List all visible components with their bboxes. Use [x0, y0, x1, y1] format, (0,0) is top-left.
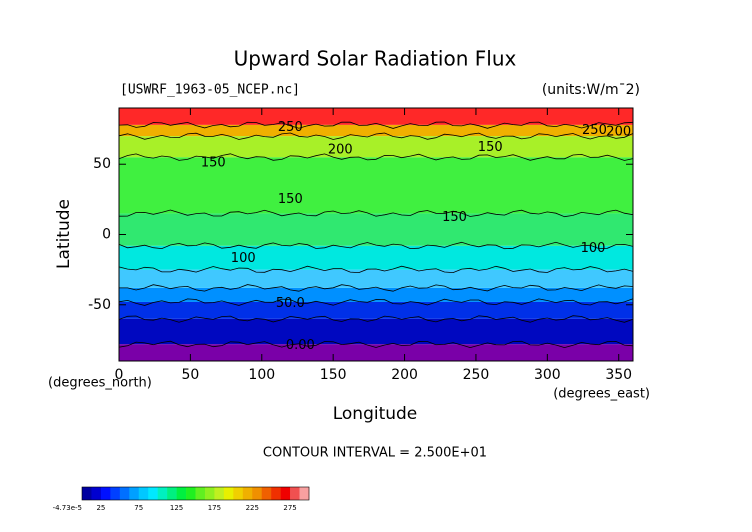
- colorbar-segment: [176, 487, 187, 500]
- colorbar-segment: [186, 487, 196, 500]
- contour-line: [118, 121, 634, 129]
- contour-band: [119, 213, 633, 246]
- y-tick-label: -50: [88, 297, 111, 313]
- colorbar-segment: [100, 487, 111, 500]
- contour-band: [119, 157, 633, 214]
- chart-title: Upward Solar Radiation Flux: [234, 47, 517, 71]
- contour-line: [118, 209, 634, 218]
- colorbar-segment: [290, 487, 300, 500]
- colorbar-segment: [280, 487, 291, 500]
- colorbar-segment: [242, 487, 253, 500]
- colorbar-segment: [233, 487, 244, 500]
- x-tick-label: 350: [605, 367, 632, 383]
- colorbar-segment: [119, 487, 130, 500]
- y-tick-label: 0: [102, 227, 111, 243]
- x-unit-label: (degrees_east): [553, 387, 650, 402]
- x-tick-label: 100: [248, 367, 275, 383]
- contour-line: [118, 132, 634, 140]
- x-axis-label: Longitude: [333, 404, 418, 424]
- contour-label: 0.00: [286, 338, 315, 353]
- contour-line: [118, 153, 634, 161]
- contour-label: 150: [201, 155, 226, 170]
- colorbar-segment: [261, 487, 272, 500]
- contour-label: 250: [582, 123, 607, 138]
- colorbar-segment: [271, 487, 281, 500]
- contour-band: [119, 108, 633, 125]
- contour-label: 250: [278, 120, 303, 135]
- contour-band: [119, 245, 633, 270]
- colorbar-segment: [138, 487, 149, 500]
- x-tick-label: 0: [115, 367, 124, 383]
- file-label: [USWRF_1963-05_NCEP.nc]: [120, 83, 300, 98]
- contour-band: [119, 318, 633, 345]
- colorbar-tick-label: 75: [134, 504, 143, 512]
- contour-band: [119, 287, 633, 302]
- contour-label: 150: [478, 140, 503, 155]
- colorbar-tick-label: 125: [170, 504, 183, 512]
- colorbar-segment: [91, 487, 102, 500]
- contour-label: 100: [581, 241, 606, 256]
- contour-label: 200: [328, 143, 353, 158]
- contour-label: 100: [231, 251, 256, 266]
- colorbar-segment: [82, 487, 92, 500]
- contour-line: [118, 241, 634, 250]
- y-tick-label: 50: [93, 156, 111, 172]
- x-tick-label: 200: [391, 367, 418, 383]
- colorbar-segment: [129, 487, 140, 500]
- contour-band: [119, 344, 633, 361]
- x-tick-label: 50: [181, 367, 199, 383]
- contour-band: [119, 301, 633, 319]
- colorbar-segment: [167, 487, 177, 500]
- contour-band: [119, 124, 633, 137]
- colorbar-tick-label: 25: [96, 504, 105, 512]
- colorbar-segment: [223, 487, 234, 500]
- contour-label: 150: [278, 192, 303, 207]
- colorbar-segment: [214, 487, 225, 500]
- colorbar-tick-label: -4.73e-5: [53, 504, 82, 512]
- colorbar-tick-label: 275: [283, 504, 296, 512]
- colorbar-tick-label: 225: [246, 504, 259, 512]
- colorbar-segment: [204, 487, 215, 500]
- x-tick-label: 300: [534, 367, 561, 383]
- x-tick-label: 250: [463, 367, 490, 383]
- contour-label: 50.0: [276, 296, 305, 311]
- colorbar-segment: [195, 487, 206, 500]
- x-tick-label: 150: [320, 367, 347, 383]
- contour-line: [118, 265, 634, 274]
- y-unit-label: (degrees_north): [48, 376, 152, 391]
- contour-band: [119, 136, 633, 158]
- contour-line: [119, 284, 634, 292]
- contour-label: 200: [606, 124, 631, 139]
- units-label: (units:W/m¯2): [542, 82, 640, 98]
- y-axis-label: Latitude: [54, 199, 74, 269]
- contour-band: [119, 269, 633, 288]
- contour-line: [118, 340, 634, 349]
- contour-line: [118, 315, 634, 323]
- colorbar-segment: [157, 487, 168, 500]
- colorbar-segment: [110, 487, 121, 500]
- colorbar-frame: [81, 486, 310, 501]
- colorbar-segment: [299, 487, 310, 500]
- colorbar-segment: [148, 487, 158, 500]
- colorbar-tick-label: 175: [208, 504, 221, 512]
- contour-label: 150: [442, 210, 467, 225]
- contour-line: [118, 298, 634, 306]
- contour-interval-note: CONTOUR INTERVAL = 2.500E+01: [263, 446, 487, 461]
- colorbar-segment: [252, 487, 263, 500]
